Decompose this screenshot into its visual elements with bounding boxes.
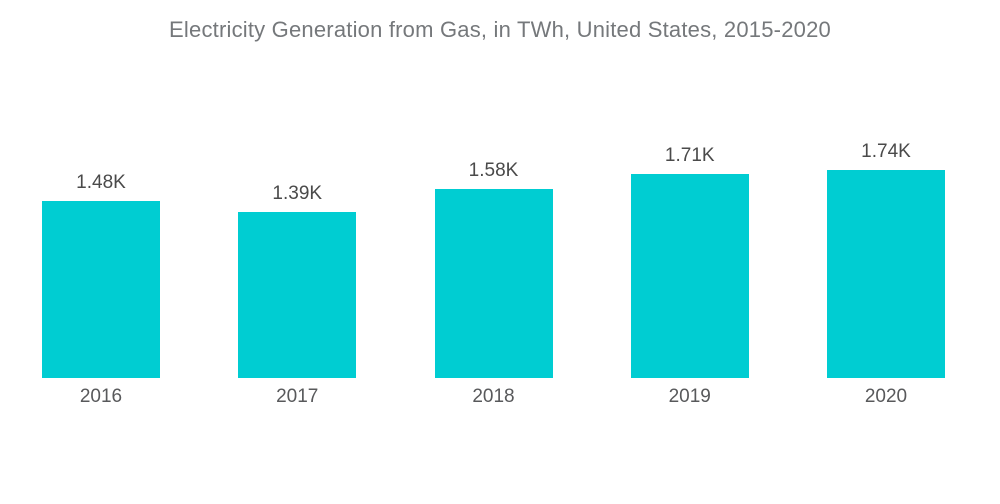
bar-value-label: 1.74K xyxy=(861,141,911,162)
x-axis-label: 2018 xyxy=(472,386,515,407)
bar-column: 1.39K 2017 xyxy=(238,183,357,407)
bar-value-label: 1.48K xyxy=(76,172,126,193)
bar-2016 xyxy=(42,201,160,378)
x-axis-label: 2016 xyxy=(79,386,123,407)
bar-value-label: 1.39K xyxy=(272,183,323,204)
bar-column: 1.71K 2019 xyxy=(630,145,749,407)
bar-2020 xyxy=(827,170,945,378)
bar-2019 xyxy=(630,174,749,378)
chart-title: Electricity Generation from Gas, in TWh,… xyxy=(169,17,831,42)
plot-area: 1.48K 2016 1.39K 2017 1.58K 2018 1.71K 2019 1.74… xyxy=(42,0,945,407)
bar-value-label: 1.58K xyxy=(468,160,519,181)
bar-value-label: 1.71K xyxy=(664,145,715,166)
x-axis-label: 2019 xyxy=(668,386,711,407)
x-axis-label: 2017 xyxy=(276,386,319,407)
bar-2017 xyxy=(238,212,357,378)
bar-2018 xyxy=(434,189,553,378)
bar-column: 1.74K 2020 xyxy=(827,141,945,407)
bar-column: 1.48K 2016 xyxy=(42,172,160,407)
x-axis-label: 2020 xyxy=(864,386,908,407)
bar-column: 1.58K 2018 xyxy=(434,160,553,407)
